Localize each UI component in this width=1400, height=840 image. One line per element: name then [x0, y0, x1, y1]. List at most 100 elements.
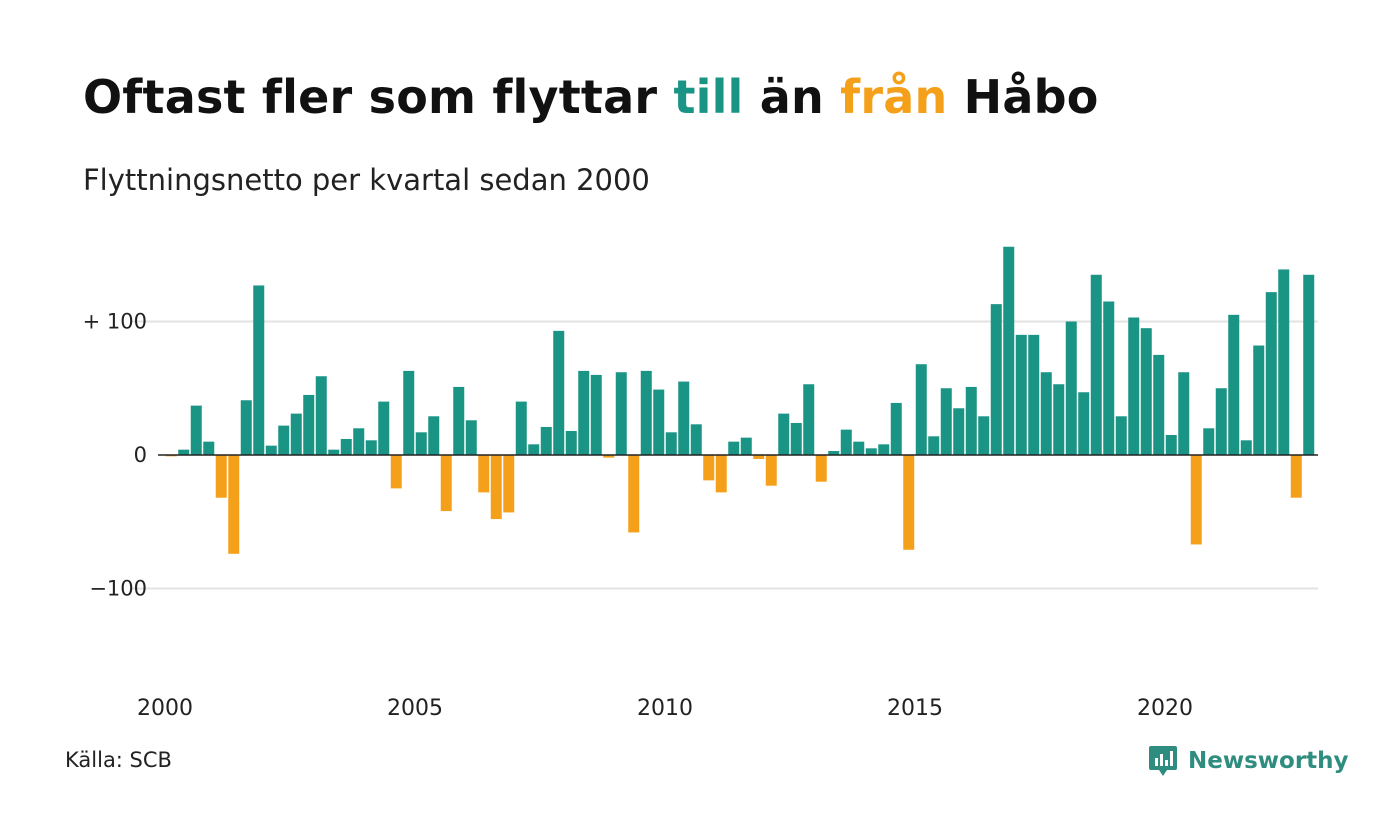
- bar: [303, 394, 315, 455]
- bar: [915, 364, 927, 455]
- bar: [965, 386, 977, 455]
- bar: [390, 455, 402, 489]
- bar: [665, 432, 677, 456]
- bar: [315, 376, 327, 456]
- bar: [490, 455, 502, 520]
- bar: [715, 455, 727, 493]
- bar: [1003, 246, 1015, 455]
- bar: [953, 408, 965, 455]
- bar: [440, 455, 452, 512]
- chart-title: Oftast fler som flyttar till än från Håb…: [83, 70, 1099, 124]
- bar: [378, 401, 390, 455]
- title-part: Håbo: [947, 70, 1099, 124]
- x-tick-label: 2015: [887, 696, 943, 721]
- bar: [1215, 388, 1227, 455]
- bar: [365, 440, 377, 455]
- bar: [178, 449, 190, 455]
- bar: [428, 416, 440, 455]
- bar: [540, 426, 552, 455]
- bar: [1165, 434, 1177, 455]
- bar: [1028, 334, 1040, 455]
- bar: [1228, 314, 1240, 455]
- bar: [653, 389, 665, 455]
- bar: [253, 285, 265, 455]
- bar: [290, 413, 302, 455]
- bar: [628, 455, 640, 533]
- bar: [740, 437, 752, 455]
- bar: [1140, 328, 1152, 456]
- title-keyword-fran: från: [840, 70, 948, 124]
- bar: [528, 444, 540, 455]
- bar: [403, 370, 415, 455]
- bar: [503, 455, 515, 513]
- bar: [990, 304, 1002, 455]
- bar: [1203, 428, 1215, 455]
- bar: [203, 441, 215, 455]
- title-part: Oftast fler som flyttar: [83, 70, 674, 124]
- bar: [940, 388, 952, 455]
- bar: [553, 330, 565, 456]
- bar: [1115, 416, 1127, 455]
- bar: [603, 455, 615, 458]
- chart-subtitle: Flyttningsnetto per kvartal sedan 2000: [83, 163, 650, 197]
- bar: [1190, 455, 1202, 545]
- bar: [578, 370, 590, 455]
- title-part: än: [743, 70, 841, 124]
- bar: [865, 448, 877, 455]
- y-tick-label: + 100: [83, 310, 147, 334]
- brand-logo: Newsworthy: [1148, 744, 1349, 778]
- bar: [1103, 301, 1115, 456]
- x-tick-label: 2020: [1137, 696, 1193, 721]
- bar: [815, 455, 827, 482]
- bar: [1278, 269, 1290, 455]
- x-tick-label: 2010: [637, 696, 693, 721]
- newsworthy-logo-icon: [1149, 746, 1177, 776]
- bar: [928, 436, 940, 455]
- bar: [240, 400, 252, 455]
- bar: [1053, 384, 1065, 455]
- bar: [278, 425, 290, 455]
- bar: [690, 424, 702, 455]
- bar: [1065, 321, 1077, 455]
- bar: [753, 455, 765, 459]
- bar: [778, 413, 790, 455]
- bar: [590, 374, 602, 455]
- bar: [515, 401, 527, 455]
- bar: [765, 455, 777, 486]
- bar: [1090, 274, 1102, 455]
- bar: [903, 455, 915, 550]
- bar: [1303, 274, 1315, 455]
- y-tick-label: −100: [89, 577, 147, 601]
- bar-chart: + 100 0 −100 2000 2005 2010 2015 2020: [83, 246, 1318, 721]
- bar: [1290, 455, 1302, 498]
- bar: [790, 422, 802, 455]
- bar: [453, 386, 465, 455]
- bar: [1265, 292, 1277, 455]
- bar: [353, 428, 365, 455]
- bar: [728, 441, 740, 455]
- bar: [328, 449, 340, 455]
- bar: [190, 405, 202, 455]
- title-keyword-till: till: [673, 70, 744, 124]
- brand-name: Newsworthy: [1188, 748, 1349, 774]
- bar: [1240, 440, 1252, 455]
- bar: [803, 384, 815, 455]
- bar: [853, 441, 865, 455]
- bar: [265, 445, 277, 455]
- x-tick-label: 2005: [387, 696, 443, 721]
- bar: [978, 416, 990, 455]
- bar: [415, 432, 427, 456]
- bar: [565, 430, 577, 455]
- bar: [890, 402, 902, 455]
- bar: [1178, 372, 1190, 455]
- bar: [1128, 317, 1140, 455]
- bar: [1015, 334, 1027, 455]
- bar: [478, 455, 490, 493]
- bar: [340, 438, 352, 455]
- y-tick-label: 0: [134, 443, 147, 467]
- bar: [1078, 392, 1090, 455]
- bar: [465, 420, 477, 455]
- bar: [640, 370, 652, 455]
- source-label: Källa: SCB: [65, 748, 172, 772]
- bar: [828, 451, 840, 455]
